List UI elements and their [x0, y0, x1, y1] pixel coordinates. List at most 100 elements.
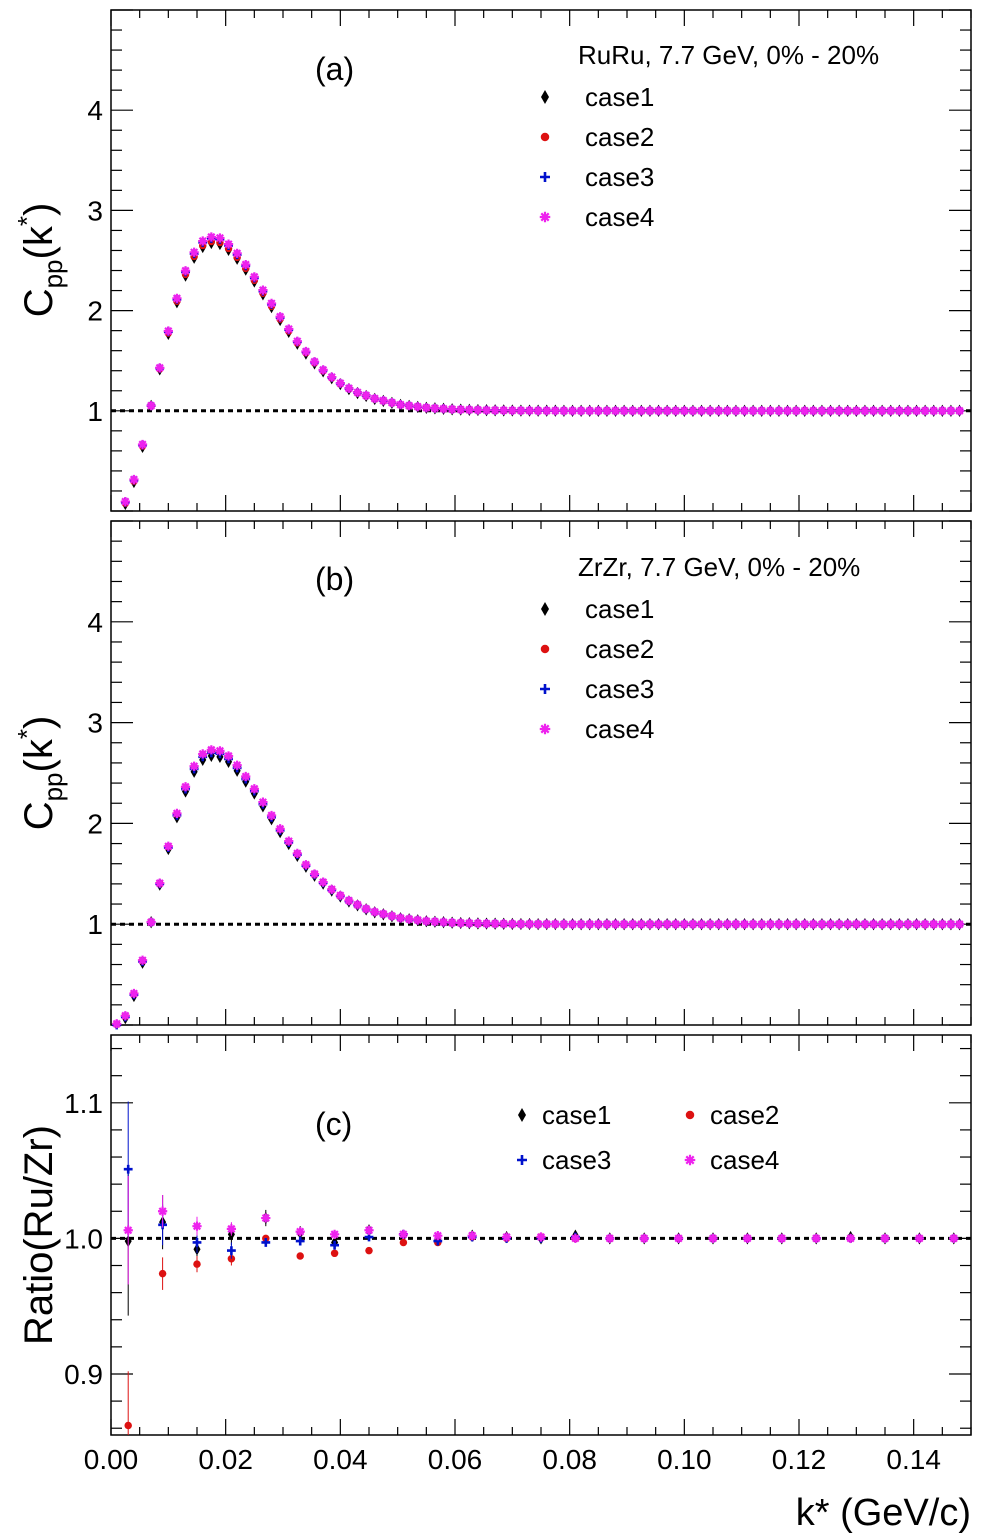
data-point-case4	[395, 913, 406, 923]
data-point-case4	[327, 372, 337, 382]
data-point-case4	[499, 919, 509, 929]
data-point-case4	[335, 890, 345, 901]
data-point-case4	[430, 917, 440, 927]
legend-marker-case3	[517, 1155, 527, 1165]
panel-c-ticks: 0.9 1.0 1.1 0.00 0.02 0.04 0.06 0.08 0.10 0.12 0.1…	[64, 1035, 972, 1475]
data-point-case4	[576, 919, 586, 929]
legend-marker-case2	[685, 1110, 695, 1120]
data-point-case4	[550, 406, 560, 416]
data-point-case4	[946, 406, 956, 416]
data-point-case4	[378, 395, 388, 406]
data-point-case4	[481, 405, 492, 415]
data-point-case2	[330, 1249, 339, 1258]
data-point-case4	[843, 919, 853, 929]
panel-a-label: (a)	[315, 51, 354, 87]
data-point-case4	[645, 919, 655, 929]
panel-c-label: (c)	[315, 1106, 352, 1142]
data-point-case4	[739, 919, 750, 929]
data-point-case4	[361, 390, 371, 401]
legend-label-case4: case4	[710, 1145, 779, 1175]
data-point-case4	[192, 1221, 202, 1231]
data-point-case4	[937, 406, 947, 416]
data-point-case3	[330, 1240, 339, 1250]
data-point-case4	[662, 919, 672, 929]
data-point-case4	[155, 363, 165, 373]
data-point-case4	[662, 406, 672, 416]
panel-a-markers	[120, 232, 965, 511]
data-point-case4	[370, 907, 380, 917]
data-point-case4	[421, 916, 431, 926]
data-point-case4	[851, 406, 861, 416]
legend-marker-case3	[540, 684, 550, 694]
data-point-case4	[911, 919, 922, 929]
data-point-case4	[467, 1231, 477, 1241]
data-point-case4	[447, 918, 457, 928]
data-point-case4	[954, 919, 965, 929]
data-point-case4	[782, 919, 793, 929]
data-point-case4	[636, 406, 646, 416]
data-point-case4	[570, 1233, 581, 1244]
data-point-case4	[206, 232, 216, 242]
panel-a-legend: case1 case2 case3 case4	[539, 82, 654, 232]
y-tick-label: 0.9	[64, 1359, 103, 1390]
data-point-case4	[800, 406, 810, 416]
data-point-case4	[215, 746, 225, 756]
legend-marker-case1	[518, 1108, 526, 1122]
data-point-case4	[364, 1225, 374, 1235]
data-point-case4	[722, 919, 732, 929]
legend-label-case4: case4	[585, 202, 654, 232]
data-point-case4	[834, 919, 844, 929]
data-point-case4	[765, 406, 775, 416]
data-point-case4	[731, 406, 741, 416]
data-point-case4	[370, 393, 380, 404]
data-point-case4	[877, 406, 887, 416]
data-point-case4	[223, 751, 234, 761]
data-point-case4	[318, 877, 328, 887]
x-tick-label: 0.08	[542, 1444, 597, 1475]
data-point-case4	[284, 324, 294, 334]
data-point-case4	[189, 761, 199, 771]
data-point-case4	[157, 1206, 168, 1216]
data-point-case4	[920, 919, 930, 929]
data-point-case4	[860, 919, 870, 929]
data-point-case4	[180, 782, 191, 792]
data-point-case4	[292, 336, 302, 346]
data-point-case4	[533, 406, 543, 416]
panel-b-frame	[110, 520, 972, 1026]
data-point-case4	[266, 298, 277, 309]
data-point-case4	[705, 406, 715, 416]
data-point-case4	[628, 406, 638, 416]
x-tick-label: 0.12	[772, 1444, 827, 1475]
data-point-case4	[742, 1233, 753, 1244]
data-point-case4	[284, 836, 294, 846]
data-point-case4	[688, 919, 698, 929]
data-point-case4	[361, 904, 371, 914]
data-point-case4	[639, 1233, 649, 1244]
data-point-case4	[808, 406, 818, 416]
data-point-case4	[791, 406, 801, 416]
data-point-case4	[877, 919, 887, 929]
legend-label-case3: case3	[585, 162, 654, 192]
data-point-case4	[585, 406, 595, 416]
data-point-case4	[811, 1233, 821, 1244]
panel-a-frame	[110, 9, 972, 512]
panel-a-legend-title: RuRu, 7.7 GeV, 0% - 20%	[578, 40, 879, 70]
data-point-case4	[206, 745, 216, 755]
data-point-case4	[223, 239, 234, 249]
data-point-case4	[129, 988, 139, 999]
data-point-case4	[777, 1233, 787, 1244]
data-point-case3	[227, 1246, 236, 1255]
data-point-case4	[447, 404, 457, 414]
data-point-case4	[404, 914, 414, 924]
legend-marker-case4	[539, 723, 551, 735]
data-point-case4	[825, 406, 836, 416]
data-point-case4	[920, 406, 930, 416]
data-point-case4	[868, 406, 879, 416]
data-point-case4	[903, 919, 913, 929]
x-tick-label: 0.14	[886, 1444, 941, 1475]
panel-c-markers	[123, 1101, 959, 1435]
legend-label-case2: case2	[585, 122, 654, 152]
